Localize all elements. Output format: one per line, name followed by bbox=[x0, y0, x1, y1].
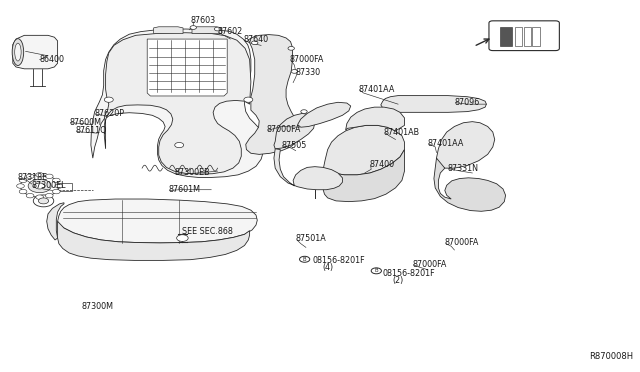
Text: B: B bbox=[303, 257, 307, 262]
Circle shape bbox=[300, 256, 310, 262]
Text: 08156-8201F: 08156-8201F bbox=[383, 269, 435, 278]
Circle shape bbox=[45, 193, 53, 198]
Polygon shape bbox=[532, 27, 540, 46]
Circle shape bbox=[52, 178, 60, 183]
Polygon shape bbox=[323, 125, 404, 175]
Polygon shape bbox=[147, 39, 227, 96]
Text: 87096: 87096 bbox=[454, 98, 479, 107]
Polygon shape bbox=[500, 27, 512, 46]
Circle shape bbox=[35, 183, 45, 189]
Text: SEE SEC.868: SEE SEC.868 bbox=[182, 227, 233, 236]
Text: 87601M: 87601M bbox=[168, 185, 200, 194]
Circle shape bbox=[36, 173, 44, 177]
Text: 87603: 87603 bbox=[191, 16, 216, 25]
Circle shape bbox=[301, 110, 307, 113]
Circle shape bbox=[19, 178, 27, 183]
Circle shape bbox=[252, 41, 258, 45]
Polygon shape bbox=[246, 35, 300, 154]
Polygon shape bbox=[436, 122, 495, 168]
Text: 87300M: 87300M bbox=[82, 302, 114, 311]
Text: 87400: 87400 bbox=[369, 160, 394, 169]
FancyBboxPatch shape bbox=[489, 21, 559, 51]
Text: R870008H: R870008H bbox=[589, 352, 634, 361]
Circle shape bbox=[104, 97, 113, 102]
Circle shape bbox=[19, 189, 27, 194]
Circle shape bbox=[288, 46, 294, 50]
Circle shape bbox=[190, 26, 196, 29]
Polygon shape bbox=[274, 113, 315, 149]
Text: 87401AA: 87401AA bbox=[358, 85, 395, 94]
Text: 87620P: 87620P bbox=[95, 109, 125, 118]
Text: 87600M: 87600M bbox=[69, 118, 101, 126]
Circle shape bbox=[28, 179, 51, 193]
Text: B: B bbox=[374, 268, 378, 273]
Ellipse shape bbox=[15, 43, 21, 61]
Polygon shape bbox=[91, 29, 264, 177]
Polygon shape bbox=[323, 150, 404, 202]
Polygon shape bbox=[311, 186, 319, 188]
Text: (2): (2) bbox=[392, 276, 404, 285]
Circle shape bbox=[26, 193, 34, 198]
Polygon shape bbox=[13, 35, 58, 69]
Text: 87000FA: 87000FA bbox=[290, 55, 324, 64]
Polygon shape bbox=[192, 27, 221, 33]
Text: 87300EB: 87300EB bbox=[175, 169, 211, 177]
Polygon shape bbox=[154, 27, 183, 33]
Circle shape bbox=[36, 195, 44, 199]
Circle shape bbox=[55, 184, 63, 188]
Polygon shape bbox=[58, 221, 250, 260]
Polygon shape bbox=[274, 149, 342, 190]
Circle shape bbox=[33, 195, 54, 207]
Circle shape bbox=[52, 189, 60, 194]
Circle shape bbox=[244, 97, 253, 102]
Polygon shape bbox=[381, 96, 486, 112]
Circle shape bbox=[177, 235, 188, 241]
Polygon shape bbox=[58, 183, 72, 191]
Text: 87640: 87640 bbox=[243, 35, 268, 44]
Circle shape bbox=[214, 27, 221, 31]
Polygon shape bbox=[104, 33, 251, 174]
Circle shape bbox=[175, 142, 184, 148]
Text: 87401AA: 87401AA bbox=[428, 139, 464, 148]
Text: 87602: 87602 bbox=[218, 27, 243, 36]
Circle shape bbox=[371, 268, 381, 274]
Polygon shape bbox=[524, 27, 531, 46]
Text: 87505: 87505 bbox=[282, 141, 307, 150]
Circle shape bbox=[291, 70, 298, 73]
Circle shape bbox=[45, 174, 53, 179]
Text: 87000FA: 87000FA bbox=[267, 125, 301, 134]
Text: 87000FA: 87000FA bbox=[445, 238, 479, 247]
Polygon shape bbox=[434, 158, 506, 211]
Text: 87611Q: 87611Q bbox=[76, 126, 107, 135]
Text: (4): (4) bbox=[322, 263, 333, 272]
Circle shape bbox=[20, 175, 59, 197]
Circle shape bbox=[38, 198, 49, 204]
Text: 87331N: 87331N bbox=[448, 164, 479, 173]
Text: 08156-8201F: 08156-8201F bbox=[312, 256, 365, 265]
Text: 86400: 86400 bbox=[40, 55, 65, 64]
Text: 87300EL: 87300EL bbox=[32, 182, 67, 190]
Text: 87318E: 87318E bbox=[18, 173, 48, 182]
Polygon shape bbox=[47, 203, 64, 240]
Polygon shape bbox=[58, 199, 257, 243]
Ellipse shape bbox=[12, 39, 24, 65]
Circle shape bbox=[26, 174, 34, 179]
Polygon shape bbox=[515, 27, 522, 46]
Text: 87330: 87330 bbox=[296, 68, 321, 77]
Polygon shape bbox=[346, 107, 404, 131]
Text: 87501A: 87501A bbox=[296, 234, 326, 243]
Circle shape bbox=[17, 184, 24, 188]
Polygon shape bbox=[298, 102, 351, 127]
Text: 87000FA: 87000FA bbox=[412, 260, 447, 269]
Text: 87401AB: 87401AB bbox=[384, 128, 420, 137]
